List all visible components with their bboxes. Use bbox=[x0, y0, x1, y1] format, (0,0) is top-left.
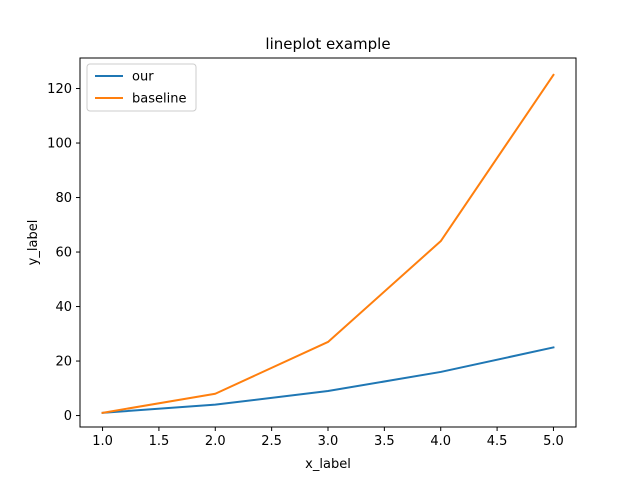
legend-label-baseline: baseline bbox=[132, 92, 186, 107]
x-tick-label: 1.0 bbox=[92, 434, 113, 449]
legend-label-our: our bbox=[132, 70, 154, 85]
series-line-baseline bbox=[101, 73, 555, 414]
x-tick-label: 4.5 bbox=[487, 434, 508, 449]
y-tick-label: 80 bbox=[55, 191, 72, 206]
y-tick-label: 60 bbox=[55, 246, 72, 261]
y-tick-label: 0 bbox=[64, 409, 72, 424]
y-tick-label: 40 bbox=[55, 300, 72, 315]
x-tick-label: 1.5 bbox=[149, 434, 170, 449]
x-tick-label: 4.0 bbox=[430, 434, 451, 449]
y-tick-label: 20 bbox=[55, 355, 72, 370]
x-tick-label: 3.5 bbox=[374, 434, 395, 449]
plot-frame bbox=[79, 57, 577, 428]
x-tick-label: 5.0 bbox=[543, 434, 564, 449]
x-tick-label: 3.0 bbox=[318, 434, 339, 449]
y-axis-label: y_label bbox=[26, 220, 41, 266]
series-layer bbox=[101, 73, 555, 414]
series-line-our bbox=[101, 346, 555, 414]
ticks-layer: 1.0 1.5 2.0 2.5 3.0 3.5 4.0 4.5 5.0 0 20 40 60 80 100 1… bbox=[47, 82, 564, 449]
x-tick-label: 2.0 bbox=[205, 434, 226, 449]
legend: our baseline bbox=[86, 63, 197, 112]
x-axis-label: x_label bbox=[305, 457, 351, 472]
y-tick-label: 120 bbox=[47, 82, 72, 97]
y-tick-label: 100 bbox=[47, 137, 72, 152]
x-tick-label: 2.5 bbox=[261, 434, 282, 449]
plot-area bbox=[80, 58, 576, 427]
chart-title: lineplot example bbox=[265, 35, 390, 53]
